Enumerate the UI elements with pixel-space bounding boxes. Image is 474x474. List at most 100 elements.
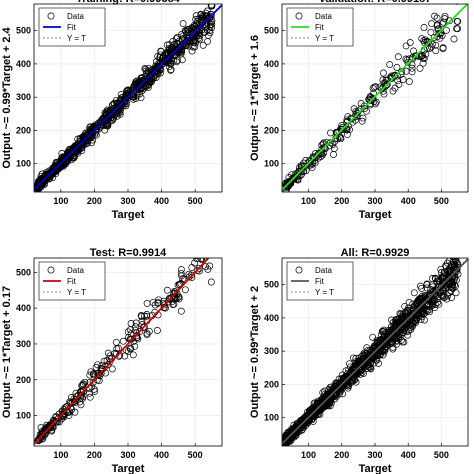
data-point xyxy=(67,145,75,153)
data-point xyxy=(355,359,363,366)
panel-3: 100 200 300 400 500 100 200 300 400 500 Test: R=0.… xyxy=(1,247,223,474)
data-point xyxy=(379,69,387,77)
grid xyxy=(34,258,222,446)
reference-lines xyxy=(282,4,468,191)
data-point xyxy=(407,326,415,334)
data-point xyxy=(448,282,456,290)
data-point xyxy=(444,267,452,275)
data-point xyxy=(173,39,181,47)
data-point xyxy=(90,385,98,393)
data-point xyxy=(133,77,141,85)
x-axis-label: Target xyxy=(359,463,392,474)
x-tick-label: 100 xyxy=(301,450,316,460)
data-point xyxy=(389,87,397,95)
data-point xyxy=(149,298,157,306)
reference-lines xyxy=(34,4,222,191)
data-point xyxy=(326,399,334,407)
y-tick-label: 500 xyxy=(16,267,31,277)
data-point xyxy=(399,338,407,346)
legend-fit-label: Fit xyxy=(315,277,325,286)
data-point xyxy=(440,272,448,280)
legend-identity-label: Y = T xyxy=(315,34,334,43)
data-point xyxy=(412,52,419,60)
data-point xyxy=(438,274,446,282)
data-point xyxy=(131,342,139,350)
data-point xyxy=(335,383,343,391)
data-point xyxy=(163,286,171,294)
data-point xyxy=(119,337,127,345)
data-point xyxy=(179,32,187,40)
data-point xyxy=(389,345,397,353)
data-point xyxy=(181,286,189,294)
data-point xyxy=(43,421,51,429)
data-point xyxy=(87,368,95,376)
data-point xyxy=(172,294,180,302)
chart-title: All: R=0.9929 xyxy=(341,247,410,259)
data-point xyxy=(320,139,328,147)
data-point xyxy=(430,34,438,42)
data-point xyxy=(202,263,210,271)
legend: Data Fit Y = T xyxy=(38,261,106,301)
chart-title: Validation: R=0.99187 xyxy=(319,0,432,5)
data-point xyxy=(115,344,122,352)
data-point xyxy=(452,268,460,276)
data-point xyxy=(102,110,110,118)
data-point xyxy=(452,258,460,264)
data-point xyxy=(410,47,417,55)
data-point xyxy=(206,262,214,270)
data-point xyxy=(112,338,120,346)
data-point xyxy=(129,351,137,359)
data-point xyxy=(102,369,110,377)
data-point xyxy=(446,269,454,277)
data-point xyxy=(395,80,403,88)
data-point xyxy=(184,29,192,37)
data-point xyxy=(191,43,199,51)
data-point xyxy=(282,441,290,446)
data-point xyxy=(410,289,418,297)
data-point xyxy=(204,265,212,273)
data-point xyxy=(183,42,190,50)
data-point xyxy=(127,330,135,338)
data-point xyxy=(104,349,112,357)
data-point xyxy=(175,293,182,301)
panel-4: 100 200 300 400 500 100 200 300 400 500 All: R=0.9… xyxy=(249,247,469,474)
data-point xyxy=(55,418,63,426)
x-tick-label: 200 xyxy=(334,196,349,206)
data-point xyxy=(433,14,441,22)
data-point xyxy=(204,37,211,45)
data-point xyxy=(421,309,429,317)
data-point xyxy=(389,343,397,351)
data-point xyxy=(302,167,310,175)
data-point xyxy=(53,164,61,172)
data-point xyxy=(394,77,402,85)
data-point xyxy=(366,363,374,371)
data-point xyxy=(325,402,332,410)
data-point xyxy=(393,335,400,343)
data-point xyxy=(386,61,394,69)
data-point xyxy=(191,259,199,267)
data-point xyxy=(167,66,175,74)
data-point xyxy=(372,356,380,364)
data-point xyxy=(91,121,99,129)
data-point xyxy=(373,336,381,344)
data-point xyxy=(84,134,91,142)
reference-lines xyxy=(34,258,210,445)
data-point xyxy=(161,56,169,64)
data-point xyxy=(122,94,130,102)
data-point xyxy=(35,435,43,443)
data-point xyxy=(447,274,455,282)
y-tick-label: 100 xyxy=(16,159,31,169)
data-point xyxy=(358,366,366,373)
data-point xyxy=(134,82,142,90)
data-point xyxy=(70,153,78,161)
data-point xyxy=(144,67,152,75)
data-point xyxy=(328,388,336,396)
data-point xyxy=(404,306,412,314)
data-point xyxy=(333,379,341,387)
data-point xyxy=(434,295,442,303)
legend: Data Fit Y = T xyxy=(286,7,354,47)
data-point xyxy=(448,279,456,286)
data-point xyxy=(106,112,114,120)
data-point xyxy=(192,39,199,47)
